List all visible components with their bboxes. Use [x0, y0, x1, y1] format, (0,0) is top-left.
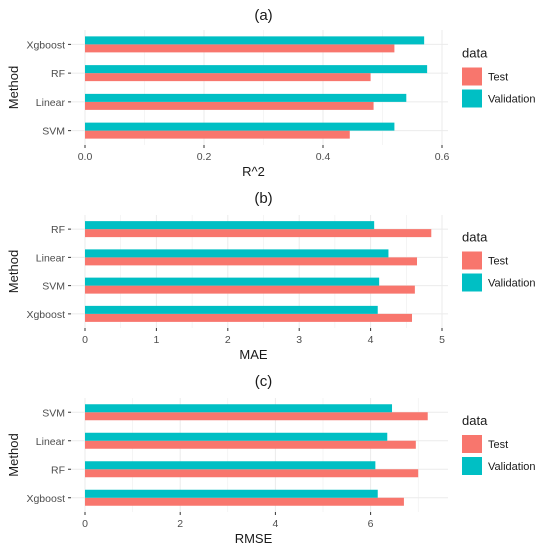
- y-tick-label: RF: [51, 224, 65, 236]
- legend-label-test: Test: [488, 439, 508, 451]
- bar-test-linear: [85, 440, 416, 449]
- bar-validation-linear: [85, 249, 389, 258]
- legend-title: data: [462, 413, 488, 428]
- legend-label-validation: Validation: [488, 94, 536, 106]
- bar-test-svm: [85, 285, 415, 294]
- x-axis-title: MAE: [239, 347, 268, 362]
- bar-test-rf: [85, 469, 419, 478]
- panel-title: (c): [255, 373, 273, 390]
- bar-test-rf: [85, 73, 371, 82]
- bar-validation-linear: [85, 432, 388, 441]
- x-tick-label: 0: [82, 334, 88, 346]
- y-tick-label: Xgboost: [26, 309, 65, 321]
- bar-test-xgboost: [85, 497, 404, 506]
- bar-validation-svm: [85, 277, 380, 286]
- bar-test-rf: [85, 229, 432, 238]
- panel-title: (a): [254, 7, 272, 24]
- x-axis-title: RMSE: [235, 531, 273, 546]
- x-tick-label: 0: [82, 518, 88, 530]
- bar-validation-rf: [85, 221, 375, 230]
- y-tick-label: SVM: [42, 407, 65, 419]
- y-tick-label: Xgboost: [26, 39, 65, 51]
- panel-title: (b): [254, 190, 272, 207]
- x-tick-label: 0.6: [435, 151, 450, 163]
- x-tick-label: 0.0: [78, 151, 93, 163]
- bar-test-xgboost: [85, 44, 395, 53]
- legend-key-test: [462, 251, 482, 270]
- y-tick-label: RF: [51, 68, 65, 80]
- x-tick-label: 0.4: [316, 151, 331, 163]
- x-tick-label: 2: [177, 518, 183, 530]
- chart-panel-2: (b) RF Linear SVM Xgboost 0 1 2 3 4 5 MAE Method data…: [6, 190, 536, 362]
- legend-key-test: [462, 67, 482, 86]
- bar-test-linear: [85, 101, 374, 110]
- x-tick-label: 3: [296, 334, 302, 346]
- legend-label-validation: Validation: [488, 278, 536, 290]
- x-tick-label: 6: [368, 518, 374, 530]
- y-axis-title: Method: [6, 433, 21, 476]
- legend-key-validation: [462, 273, 482, 292]
- x-tick-label: 4: [272, 518, 278, 530]
- x-tick-label: 2: [225, 334, 231, 346]
- x-axis-title: R^2: [242, 164, 265, 179]
- y-axis-title: Method: [6, 66, 21, 109]
- legend-key-validation: [462, 89, 482, 108]
- bar-test-svm: [85, 130, 350, 139]
- x-tick-label: 1: [153, 334, 159, 346]
- bar-validation-svm: [85, 122, 395, 131]
- y-tick-label: SVM: [42, 126, 65, 138]
- legend-label-test: Test: [488, 256, 508, 268]
- legend-key-validation: [462, 457, 482, 475]
- x-tick-label: 0.2: [197, 151, 212, 163]
- y-tick-label: Linear: [36, 252, 66, 264]
- legend-key-test: [462, 435, 482, 453]
- x-tick-label: 4: [368, 334, 374, 346]
- bar-test-svm: [85, 412, 428, 421]
- bar-test-linear: [85, 257, 418, 266]
- x-tick-label: 5: [439, 334, 445, 346]
- chart-panel-3: (c) SVM Linear RF Xgboost 0 2 4 6 RMSE Method dataT…: [6, 373, 536, 546]
- y-axis-title: Method: [6, 250, 21, 293]
- bar-validation-xgboost: [85, 36, 425, 45]
- legend-label-validation: Validation: [488, 461, 536, 473]
- y-tick-label: RF: [51, 464, 65, 476]
- bar-test-xgboost: [85, 313, 413, 322]
- y-tick-label: SVM: [42, 281, 65, 293]
- bar-validation-rf: [85, 65, 428, 74]
- bar-validation-rf: [85, 461, 376, 470]
- bar-validation-linear: [85, 93, 407, 102]
- bar-validation-svm: [85, 404, 393, 413]
- legend-title: data: [462, 230, 488, 245]
- y-tick-label: Linear: [36, 97, 66, 109]
- chart-panel-1: (a) Xgboost RF Linear SVM 0.0 0.2 0.4 0.6 R^2 Meth…: [6, 7, 536, 179]
- bar-validation-xgboost: [85, 489, 378, 498]
- y-tick-label: Linear: [36, 436, 66, 448]
- y-tick-label: Xgboost: [26, 493, 65, 505]
- legend-label-test: Test: [488, 72, 508, 84]
- bar-validation-xgboost: [85, 305, 378, 314]
- legend-title: data: [462, 46, 488, 61]
